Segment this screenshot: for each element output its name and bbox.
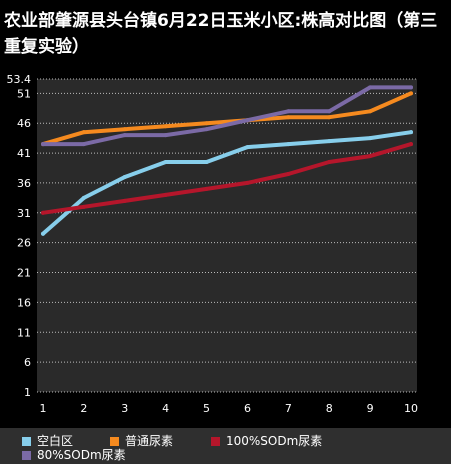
data-point	[163, 133, 168, 138]
series-lines	[41, 85, 413, 236]
x-tick-label: 10	[404, 402, 418, 415]
legend-swatch	[110, 436, 119, 446]
data-point	[327, 109, 332, 114]
legend-label: 普通尿素	[125, 434, 174, 448]
y-tick-label: 11	[17, 326, 31, 339]
x-tick-label: 7	[285, 402, 292, 415]
data-point	[368, 109, 373, 114]
x-axis-ticks: 1 2 3 4 5 6 7 8 9 10	[40, 402, 419, 415]
x-tick-label: 4	[162, 402, 169, 415]
x-tick-label: 3	[121, 402, 128, 415]
y-tick-label: 16	[17, 296, 31, 309]
y-tick-label: 53.4	[7, 73, 32, 86]
legend-label: 80%SODm尿素	[37, 448, 126, 462]
data-point	[286, 142, 291, 147]
data-point	[245, 180, 250, 185]
y-tick-label: 21	[17, 267, 31, 280]
data-point	[327, 115, 332, 120]
data-point	[286, 115, 291, 120]
data-point	[163, 124, 168, 129]
data-point	[327, 160, 332, 165]
x-tick-label: 9	[367, 402, 374, 415]
data-point	[409, 142, 413, 147]
data-point	[122, 174, 127, 179]
data-point	[163, 160, 168, 165]
x-tick-label: 2	[80, 402, 87, 415]
x-tick-label: 5	[203, 402, 210, 415]
legend-swatch	[211, 436, 220, 446]
y-tick-label: 51	[17, 87, 31, 100]
data-point	[163, 192, 168, 197]
data-point	[286, 171, 291, 176]
data-point	[41, 142, 45, 147]
data-point	[286, 109, 291, 114]
chart-title: 农业部肇源县头台镇6月22日玉米小区:株高对比图（第三重复实验）	[4, 11, 438, 57]
x-tick-label: 6	[244, 402, 251, 415]
data-point	[81, 142, 86, 147]
legend-item: 100%SODm尿素	[211, 434, 322, 448]
y-tick-label: 31	[17, 207, 31, 220]
data-point	[245, 145, 250, 150]
legend-swatch	[22, 436, 31, 446]
series-line-1	[41, 130, 413, 236]
data-point	[41, 210, 45, 215]
series-line-3	[41, 142, 413, 215]
data-point	[81, 195, 86, 200]
data-point	[368, 136, 373, 141]
data-point	[204, 160, 209, 165]
data-point	[204, 127, 209, 132]
x-tick-label: 1	[40, 402, 47, 415]
data-point	[204, 186, 209, 191]
x-tick-label: 8	[326, 402, 333, 415]
legend-item: 普通尿素	[110, 434, 173, 448]
data-point	[368, 154, 373, 159]
legend-item: 80%SODm尿素	[22, 448, 126, 462]
data-point	[204, 121, 209, 126]
y-tick-label: 41	[17, 147, 31, 160]
y-tick-label: 46	[17, 117, 31, 130]
data-point	[122, 127, 127, 132]
data-point	[122, 133, 127, 138]
data-point	[81, 204, 86, 209]
y-tick-label: 26	[17, 237, 31, 250]
data-point	[368, 85, 373, 90]
y-tick-label: 36	[17, 177, 31, 190]
data-point	[409, 91, 413, 96]
data-point	[122, 198, 127, 203]
y-tick-label: 1	[24, 386, 31, 399]
data-point	[81, 130, 86, 135]
data-point	[409, 85, 413, 90]
data-point	[41, 231, 45, 236]
series-line-4	[41, 85, 413, 147]
y-tick-label: 6	[24, 356, 31, 369]
series-line-2	[41, 91, 413, 147]
data-point	[327, 139, 332, 144]
legend: 空白区 普通尿素 100%SODm尿素 80%SODm尿素	[0, 428, 451, 464]
data-point	[245, 118, 250, 123]
data-point	[409, 130, 413, 135]
legend-label: 100%SODm尿素	[226, 434, 323, 448]
legend-swatch	[22, 450, 31, 460]
legend-label: 空白区	[37, 434, 74, 448]
legend-item: 空白区	[22, 434, 73, 448]
